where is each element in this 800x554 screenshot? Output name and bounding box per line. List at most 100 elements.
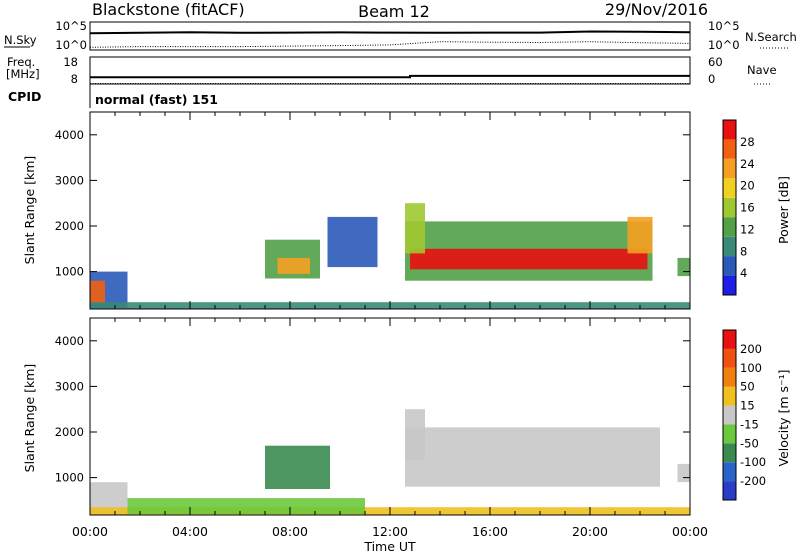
freq-panel: Freq. [MHz] 18 8 60 0 Nave [6, 55, 777, 86]
velocity-colorbar-swatch [723, 348, 736, 368]
power-colorbar-swatch [723, 236, 736, 257]
velocity-colorbar-swatch [723, 424, 736, 444]
power-colorbar-tick-label: 16 [740, 201, 755, 215]
power-range-axis-label: Slant Range [km] [22, 156, 37, 265]
heatmap-region-8 [405, 203, 425, 254]
velocity-panel: 1000 2000 3000 4000 Slant Range [km] [22, 317, 691, 516]
nsky-label: N.Sky [4, 33, 37, 47]
figure-title: Blackstone (fitACF) [92, 0, 245, 19]
freq-label-line1: Freq. [7, 55, 35, 69]
nsearch-min-label: 10^0 [708, 38, 740, 52]
power-colorbar-swatch [723, 139, 736, 159]
heatmap-region-10 [677, 257, 690, 277]
nsky-series-line [89, 30, 691, 35]
velocity-colorbar-tick-labels: 200 100 50 15 -15 -50 -100 -200 [740, 342, 766, 488]
power-colorbar-tick-label: 8 [740, 244, 747, 258]
time-tick-label: 08:00 [272, 524, 308, 539]
range-tick-label: 4000 [55, 334, 84, 348]
velocity-colorbar-swatch [723, 481, 736, 500]
velocity-colorbar-tick-label: -50 [740, 436, 759, 450]
power-colorbar-swatch [723, 275, 736, 295]
velocity-colorbar-swatch [723, 367, 736, 387]
velocity-colorbar-tick-label: -100 [740, 455, 766, 469]
power-colorbar-swatch [723, 178, 736, 198]
velocity-colorbar-swatch [723, 443, 736, 463]
time-axis-tick-labels: 00:00 04:00 08:00 12:00 16:00 20:00 00:00 [72, 524, 708, 539]
velocity-colorbar-tick-label: 100 [740, 361, 762, 375]
heatmap-region-9 [627, 216, 653, 254]
range-tick-label: 1000 [55, 265, 84, 279]
power-heatmap-marks [90, 203, 690, 309]
heatmap-region-5 [327, 216, 378, 268]
time-tick-label: 00:00 [672, 524, 708, 539]
time-tick-label: 20:00 [572, 524, 608, 539]
freq-min-label: 8 [71, 72, 78, 86]
nave-label: Nave [747, 63, 777, 77]
heatmap-region-3 [265, 445, 330, 489]
power-colorbar-label: Power [dB] [776, 176, 791, 244]
date-label: 29/Nov/2016 [605, 0, 708, 19]
power-colorbar-swatch [723, 256, 736, 276]
cpid-label: CPID [8, 89, 41, 104]
range-tick-label: 2000 [55, 219, 84, 233]
range-tick-label: 4000 [55, 128, 84, 142]
nave-max-label: 60 [708, 55, 723, 69]
nsearch-series-line [89, 41, 691, 48]
power-colorbar-tick-label: 24 [740, 157, 755, 171]
heatmap-region-4 [277, 257, 310, 274]
nave-min-label: 0 [708, 72, 715, 86]
freq-max-label: 18 [63, 55, 78, 69]
velocity-colorbar-swatch [723, 462, 736, 482]
velocity-colorbar-tick-label: -200 [740, 474, 766, 488]
power-colorbar-swatches [723, 120, 736, 295]
power-time-ticks [89, 112, 691, 309]
power-colorbar-tick-label: 12 [740, 222, 755, 236]
velocity-colorbar-tick-label: 15 [740, 399, 755, 413]
velocity-colorbar-tick-label: -15 [740, 417, 759, 431]
power-colorbar-frame [722, 119, 737, 296]
nsky-panel-frame [89, 21, 691, 51]
range-tick-label: 2000 [55, 425, 84, 439]
power-colorbar-swatch [723, 197, 736, 218]
velocity-colorbar-swatch [723, 405, 736, 425]
power-colorbar-tick-label: 28 [740, 135, 755, 149]
velocity-colorbar-frame [722, 329, 737, 501]
heatmap-region-1 [90, 280, 105, 304]
heatmap-region-2 [127, 498, 365, 515]
velocity-colorbar: 200 100 50 15 -15 -50 -100 -200 Velocity [m s⁻¹… [722, 329, 791, 501]
power-colorbar-swatch [723, 120, 736, 140]
velocity-range-axis-label: Slant Range [km] [22, 364, 37, 473]
power-colorbar-tick-label: 4 [740, 266, 747, 280]
time-tick-label: 00:00 [72, 524, 108, 539]
time-tick-label: 12:00 [372, 524, 408, 539]
power-colorbar-swatch [723, 217, 736, 237]
heatmap-region-4 [405, 427, 660, 487]
power-colorbar: 4 8 12 16 20 24 28 Power [dB] [722, 119, 791, 296]
freq-label-line2: [MHz] [6, 67, 40, 81]
velocity-colorbar-tick-label: 200 [740, 342, 762, 356]
velocity-colorbar-tick-label: 50 [740, 380, 755, 394]
cpid-value: normal (fast) 151 [95, 92, 218, 107]
nsky-min-label: 10^0 [55, 38, 87, 52]
velocity-time-ticks [89, 318, 691, 515]
heatmap-region-5 [405, 409, 425, 460]
time-axis-label: Time UT [363, 539, 416, 554]
range-tick-label: 1000 [55, 471, 84, 485]
power-colorbar-tick-label: 20 [740, 179, 755, 193]
cpid-row: CPID normal (fast) 151 [8, 84, 218, 108]
heatmap-region-6 [677, 463, 690, 483]
time-tick-label: 04:00 [172, 524, 208, 539]
velocity-colorbar-swatches [723, 330, 736, 500]
beam-label: Beam 12 [358, 2, 430, 21]
nsearch-max-label: 10^5 [708, 19, 740, 33]
time-tick-label: 16:00 [472, 524, 508, 539]
velocity-colorbar-label: Velocity [m s⁻¹] [776, 369, 791, 466]
velocity-colorbar-swatch [723, 386, 736, 406]
freq-panel-frame [89, 56, 691, 85]
nsky-panel: N.Sky 10^5 10^0 10^5 10^0 N.Search [4, 19, 797, 52]
velocity-range-ticks: 1000 2000 3000 4000 [55, 334, 690, 485]
power-panel: 1000 2000 3000 4000 Slant Range [km] [22, 111, 691, 310]
power-range-ticks: 1000 2000 3000 4000 [55, 128, 690, 279]
power-colorbar-swatch [723, 158, 736, 179]
